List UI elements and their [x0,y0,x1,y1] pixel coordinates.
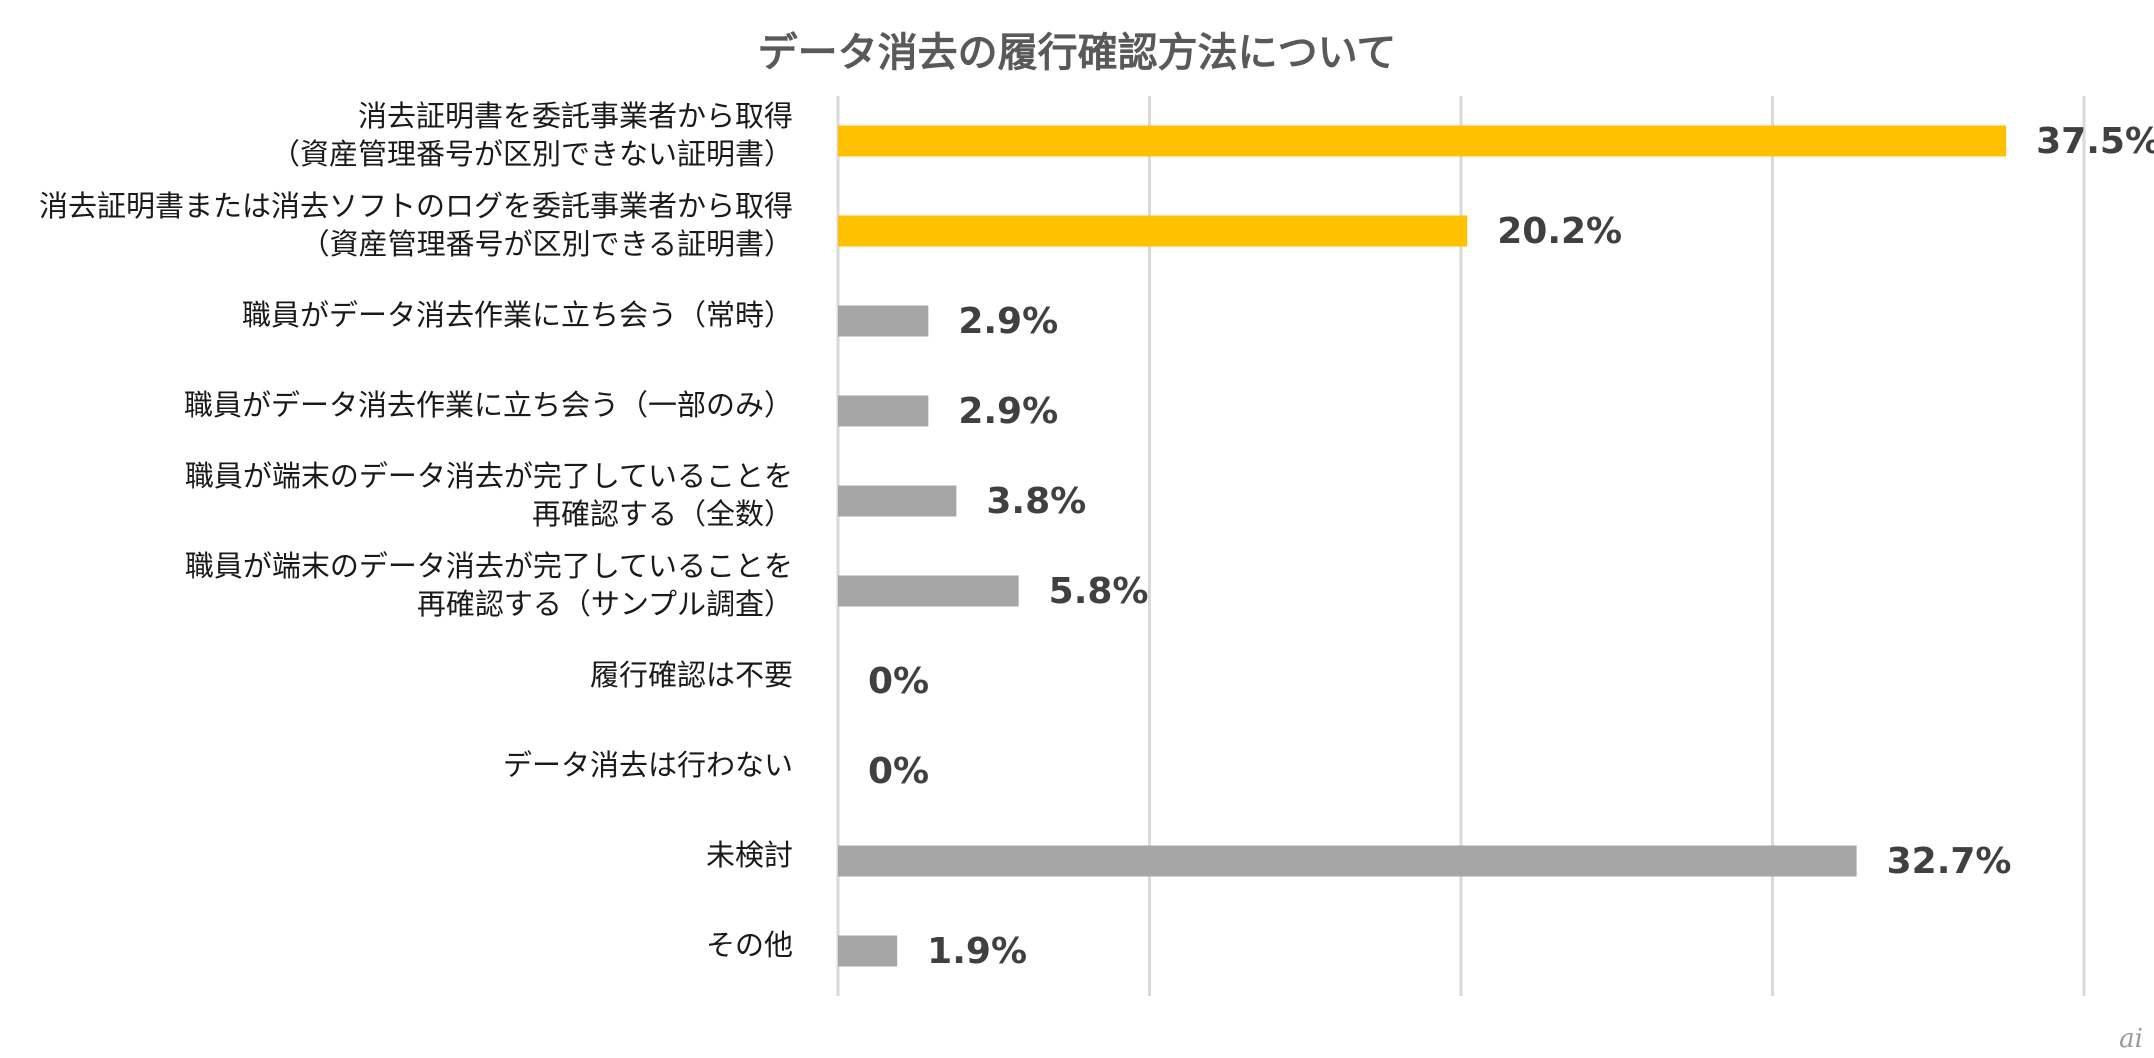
value-label-8: 32.7% [1887,841,2012,882]
value-label-4: 3.8% [986,481,1086,522]
category-label-2-0: 職員がデータ消去作業に立ち会う（常時） [242,298,793,332]
bar-5 [838,575,1019,607]
value-label-6: 0% [868,661,929,702]
category-label-5-1: 再確認する（サンプル調査） [417,587,793,621]
bar-3 [838,395,929,427]
value-label-3: 2.9% [958,391,1058,432]
value-label-2: 2.9% [958,301,1058,342]
category-label-1-0: 消去証明書または消去ソフトのログを委託事業者から取得 [39,189,793,223]
value-label-9: 1.9% [927,931,1027,972]
category-label-4-0: 職員が端末のデータ消去が完了していることを [185,459,793,493]
category-label-1-1: （資産管理番号が区別できる証明書） [301,227,793,261]
category-label-8-0: 未検討 [706,838,793,872]
chart-title: データ消去の履行確認方法について [758,30,1397,76]
bar-4 [838,485,957,517]
bar-8 [838,845,1857,877]
value-label-7: 0% [868,751,929,792]
watermark-logo: ai [2119,1024,2143,1054]
value-labels: 37.5% 20.2% 2.9% 2.9% 3.8% 5.8% 0% 0% 32.7% 1.9% [868,121,2154,972]
bar-0 [838,125,2007,157]
value-label-5: 5.8% [1049,571,1149,612]
category-label-7-0: データ消去は行わない [503,748,793,782]
category-label-5-0: 職員が端末のデータ消去が完了していることを [185,549,793,583]
bar-1 [838,215,1468,247]
category-label-9-0: その他 [706,928,793,962]
category-label-0-1: （資産管理番号が区別できない証明書） [271,137,793,171]
category-label-0-0: 消去証明書を委託事業者から取得 [358,99,793,133]
bar-9 [838,935,898,967]
value-label-0: 37.5% [2036,121,2154,162]
bar-2 [838,305,929,337]
category-label-3-0: 職員がデータ消去作業に立ち会う（一部のみ） [184,388,793,422]
bars [838,125,2007,967]
category-label-6-0: 履行確認は不要 [590,658,793,692]
category-label-4-1: 再確認する（全数） [532,497,793,531]
value-label-1: 20.2% [1497,211,1622,252]
category-labels: 消去証明書を委託事業者から取得 （資産管理番号が区別できない証明書） 消去証明書また… [39,99,793,962]
